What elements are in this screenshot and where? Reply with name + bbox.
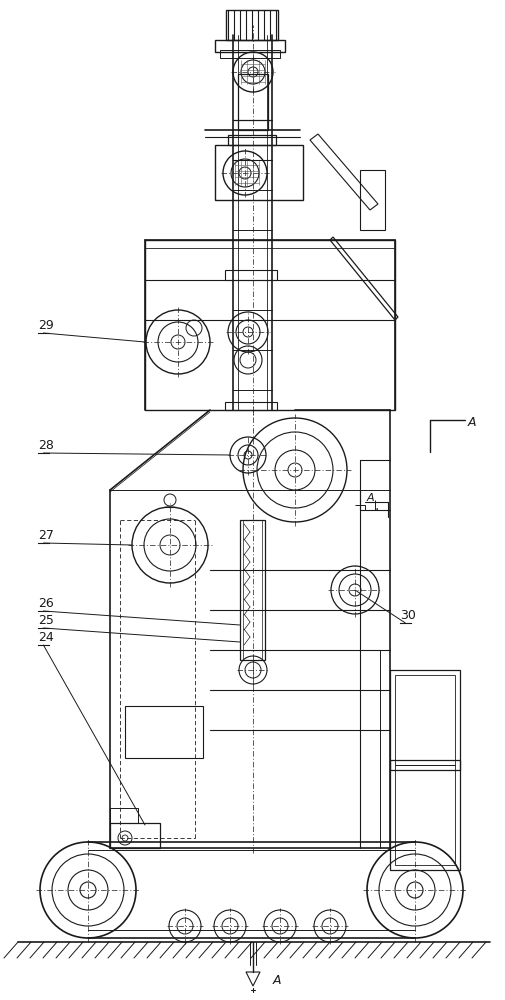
Bar [215,40,285,52]
Bar [390,670,460,770]
Bar [226,10,278,40]
Text: 26: 26 [38,597,54,610]
Bar [220,50,280,58]
Bar [360,170,385,230]
Text: 25: 25 [38,614,54,627]
Bar [145,240,395,410]
Bar [225,270,277,280]
Text: A: A [273,974,281,986]
Bar [110,823,160,848]
Bar [395,765,455,865]
Text: 24: 24 [38,631,54,644]
Text: 28: 28 [38,439,54,452]
Text: 30: 30 [400,609,416,622]
Text: .: . [375,499,379,513]
Text: 27: 27 [38,529,54,542]
Bar [215,145,303,200]
Bar [240,520,265,660]
Bar [243,520,262,660]
Bar [390,760,460,870]
Bar [238,74,268,130]
Text: 29: 29 [38,319,54,332]
Bar [228,135,276,145]
Bar [125,706,203,758]
Text: A: A [468,416,477,430]
Bar [395,675,455,765]
Bar [110,808,138,823]
Bar [225,402,277,410]
Text: A: A [367,493,375,503]
